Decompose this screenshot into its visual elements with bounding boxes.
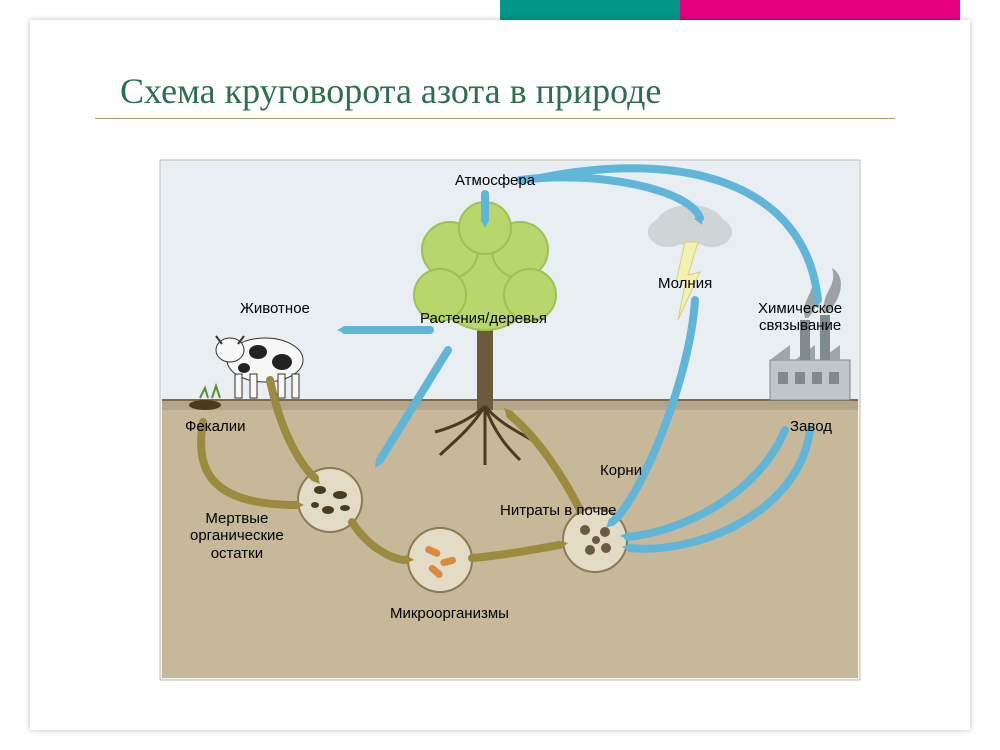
label-animal: Животное — [240, 300, 310, 317]
label-chemical-binding: Химическое связывание — [758, 300, 842, 335]
microbes-circle-icon — [408, 528, 472, 592]
label-organic-debris: Мертвые органические остатки — [190, 510, 284, 562]
label-lightning: Молния — [658, 275, 712, 292]
slide-stage: { "slide": { "width": 1000, "height": 75… — [0, 0, 1000, 750]
label-nitrates: Нитраты в почве — [500, 502, 616, 519]
label-microorganisms: Микроорганизмы — [390, 605, 509, 622]
label-atmosphere: Атмосфера — [455, 172, 535, 189]
ground-shadow — [162, 400, 858, 410]
label-plants: Растения/деревья — [420, 310, 547, 327]
nitrogen-cycle-diagram — [0, 0, 1000, 750]
label-feces: Фекалии — [185, 418, 246, 435]
label-roots: Корни — [600, 462, 642, 479]
label-factory: Завод — [790, 418, 832, 435]
